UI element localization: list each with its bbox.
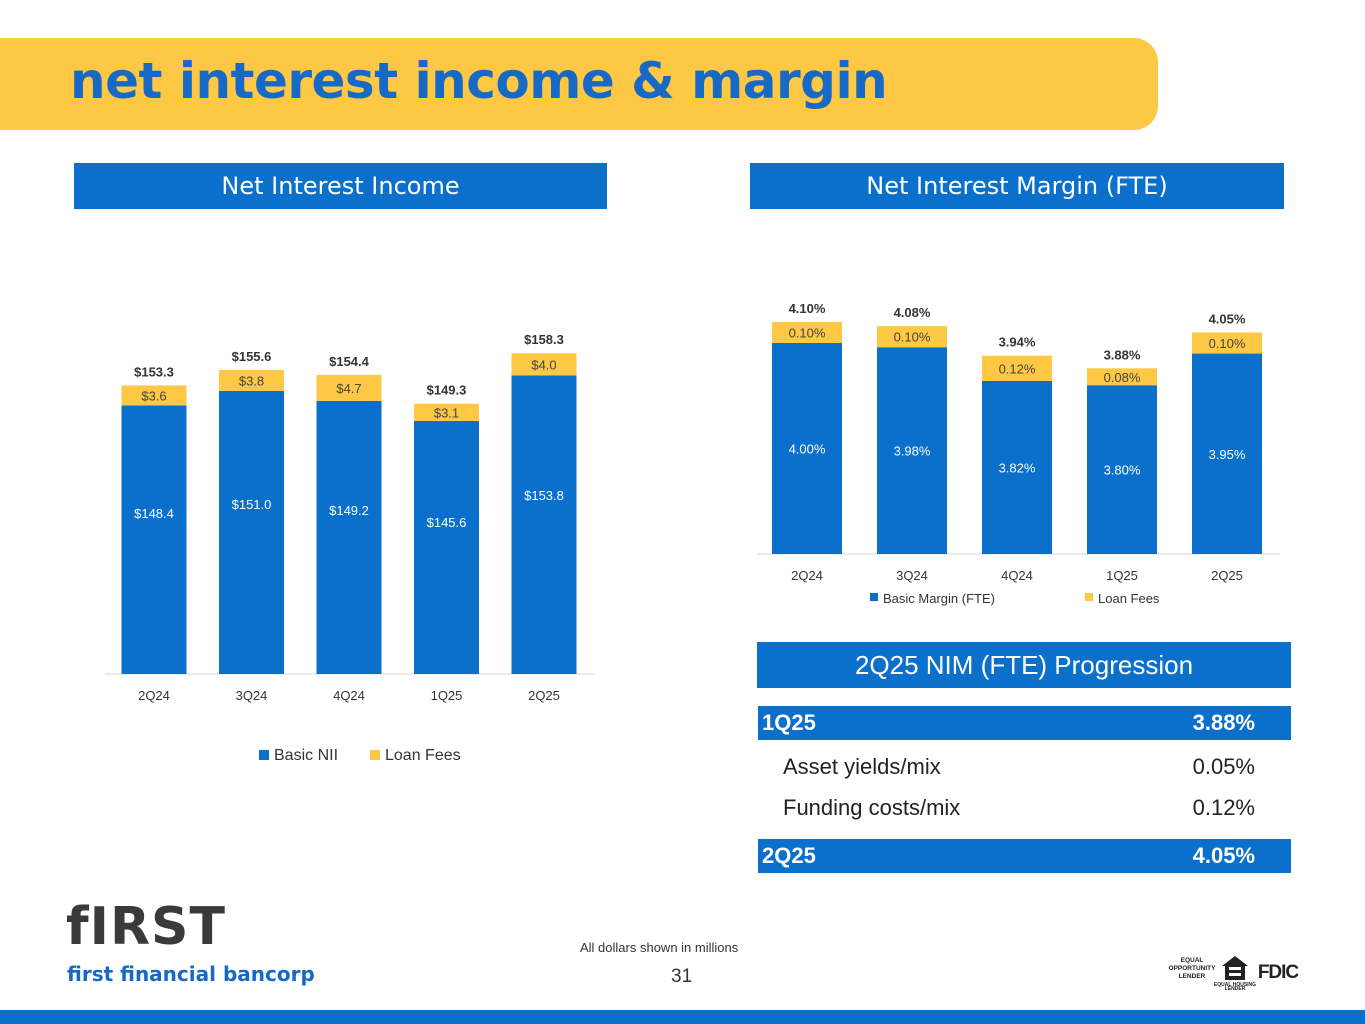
first-logo: fIRST [66,897,226,957]
data-label: $148.4 [134,506,174,521]
data-label: $4.0 [531,357,556,372]
row-label: Asset yields/mix [783,754,941,779]
footnote: All dollars shown in millions [580,940,739,955]
regulatory-badges: EQUAL OPPORTUNITY LENDER EQUAL HOUSING L… [1169,956,1300,990]
fdic-logo: FDIC [1258,962,1300,983]
bar-loan-fees-2Q25 [511,353,577,376]
table-row-asset-yields: Asset yields/mix 0.05% [758,750,1291,784]
title-band [0,38,1158,130]
bar-loan-fees-1Q25 [414,403,479,421]
total-label: $153.3 [134,364,174,379]
row-label: Funding costs/mix [783,795,961,820]
data-label: $4.7 [336,381,361,396]
table-row-funding-costs: Funding costs/mix 0.12% [758,791,1291,825]
svg-text:EQUAL HOUSING: EQUAL HOUSING [1214,982,1256,988]
tick-label: 2Q25 [528,688,560,703]
tick-label: 4Q24 [333,688,365,703]
tick-label: 2Q24 [138,688,170,703]
data-label: $3.6 [141,388,166,403]
bottom-band [0,1010,1365,1024]
equal-housing-icon: EQUAL HOUSING LENDER [1214,956,1256,990]
bar-basic-nii-2Q24 [121,405,187,674]
data-label: $153.8 [524,488,564,503]
svg-text:LENDER: LENDER [1225,986,1246,990]
row-value: 4.05% [1192,843,1255,868]
tick-label: 1Q25 [431,688,463,703]
legend-swatch [259,750,269,760]
bar-basic-nii-4Q24 [316,400,382,674]
svg-text:LENDER: LENDER [1179,973,1206,980]
row-label: 1Q25 [762,710,816,735]
company-name: first financial bancorp [67,962,315,986]
data-label: $151.0 [232,497,272,512]
total-label: $154.4 [329,354,370,369]
bar-loan-fees-2Q24 [121,385,187,406]
legend-swatch [370,750,380,760]
svg-text:OPPORTUNITY: OPPORTUNITY [1169,965,1217,972]
row-value: 0.05% [1192,754,1255,779]
table-row-2q25: 2Q25 4.05% [758,839,1291,873]
bar-loan-fees-4Q24 [316,374,382,401]
data-label: $145.6 [427,515,467,530]
tick-label: 3Q24 [236,688,268,703]
row-label: 2Q25 [762,843,816,868]
legend-label: Basic NII [274,747,338,764]
page-number: 31 [671,966,693,987]
total-label: $158.3 [524,332,564,347]
data-label: $149.2 [329,503,369,518]
bar-loan-fees-3Q24 [219,369,284,391]
data-label: $3.8 [239,373,264,388]
row-value: 3.88% [1192,710,1255,735]
equal-opportunity-badge: EQUAL [1181,957,1204,964]
progression-header: 2Q25 NIM (FTE) Progression [757,642,1291,688]
table-row-1q25: 1Q25 3.88% [758,706,1291,740]
total-label: $155.6 [232,349,272,364]
total-label: $149.3 [427,383,467,398]
page-title: net interest income & margin [70,52,888,110]
row-value: 0.12% [1192,795,1255,820]
bar-basic-nii-2Q25 [511,375,577,674]
legend-label: Loan Fees [385,747,461,764]
nii-panel-header: Net Interest Income [74,163,607,209]
bar-basic-nii-3Q24 [219,390,284,674]
nim-panel-header: Net Interest Margin (FTE) [750,163,1284,209]
bar-basic-nii-1Q25 [414,420,479,674]
data-label: $3.1 [434,405,459,420]
